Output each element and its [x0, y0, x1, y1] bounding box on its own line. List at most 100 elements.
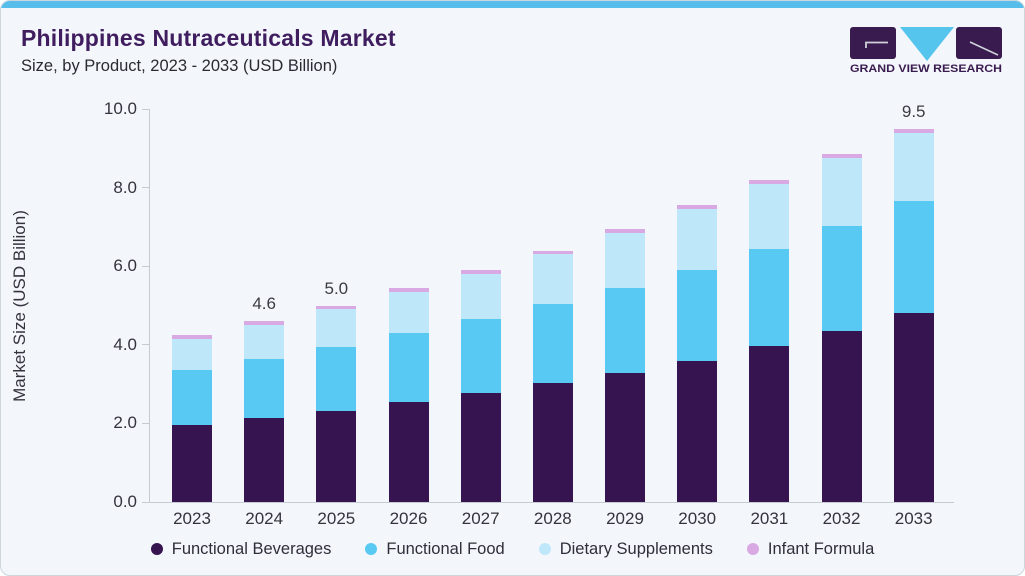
x-axis-label-2031: 2031: [750, 509, 789, 528]
legend-label-functional-food: Functional Food: [386, 539, 505, 558]
y-axis-tick-6.0: [142, 265, 150, 267]
stacked-bar-2029: [605, 228, 646, 502]
bar-segment-infant-formula-2028: [532, 250, 573, 255]
top-accent-bar: [1, 1, 1024, 8]
bar-segment-dietary-supplements-2032: [821, 158, 862, 227]
y-axis-tick-label-4.0: 4.0: [113, 334, 137, 354]
legend-dot-dietary-supplements: [538, 543, 551, 555]
y-axis-tick-4.0: [142, 344, 150, 346]
bar-segment-dietary-supplements-2023: [172, 338, 212, 370]
bar-segment-dietary-supplements-2028: [532, 254, 573, 305]
y-axis-title-text: Market Size (USD Billion): [10, 209, 30, 402]
stacked-bar-2028: [532, 250, 573, 502]
bar-segment-functional-beverages-2026: [388, 401, 429, 502]
legend: Functional Beverages Functional Food Dieta…: [1, 536, 1024, 562]
x-axis-label-2023: 2023: [173, 509, 211, 528]
y-axis-tick-8.0: [142, 187, 150, 189]
y-axis-tick-label-6.0: 6.0: [113, 256, 137, 276]
bar-segment-dietary-supplements-2025: [316, 309, 357, 347]
x-axis-label-2024: 2024: [245, 509, 284, 528]
bar-segment-infant-formula-2025: [316, 305, 357, 310]
bar-segment-functional-beverages-2029: [605, 373, 646, 502]
bar-segment-dietary-supplements-2026: [388, 291, 429, 334]
legend-item-infant-formula: Infant Formula: [746, 539, 875, 559]
bar-segment-functional-beverages-2028: [532, 382, 573, 502]
y-axis-title: Market Size (USD Billion): [2, 109, 38, 502]
x-axis-label-2027: 2027: [461, 509, 500, 528]
x-axis-label-2025: 2025: [317, 509, 356, 528]
legend-dot-infant-formula: [746, 543, 759, 555]
bar-segment-infant-formula-2031: [749, 179, 790, 184]
stacked-bar-2024: [244, 321, 285, 502]
stacked-bar-2025: [316, 305, 357, 502]
bar-segment-dietary-supplements-2024: [244, 325, 285, 359]
bar-segment-infant-formula-2032: [821, 154, 862, 159]
y-axis-tick-label-2.0: 2.0: [113, 413, 137, 433]
bar-segment-functional-beverages-2031: [749, 345, 790, 502]
bar-segment-infant-formula-2030: [677, 205, 718, 210]
stacked-bar-2031: [749, 179, 790, 502]
y-axis-tick-label-10.0: 10.0: [103, 99, 137, 118]
stacked-bar-2033: [893, 128, 934, 502]
bar-segment-dietary-supplements-2029: [605, 232, 646, 288]
bar-segment-functional-food-2026: [388, 333, 429, 402]
bar-segment-functional-food-2031: [749, 249, 790, 346]
bar-segment-functional-beverages-2024: [244, 418, 285, 502]
stacked-bar-2026: [388, 287, 429, 502]
bar-segment-functional-food-2029: [605, 287, 646, 374]
bar-segment-dietary-supplements-2030: [677, 209, 718, 271]
x-axis-label-2030: 2030: [678, 509, 717, 528]
y-axis-tick-2.0: [142, 422, 150, 424]
bar-segment-functional-beverages-2030: [677, 361, 718, 502]
bar-segment-functional-beverages-2023: [172, 425, 212, 502]
legend-dot-functional-beverages: [150, 543, 163, 555]
x-axis-label-2026: 2026: [389, 509, 428, 528]
bar-segment-infant-formula-2026: [388, 287, 429, 292]
page-title: Philippines Nutraceuticals Market: [21, 25, 396, 51]
bar-segment-functional-food-2027: [460, 319, 501, 393]
bar-segment-functional-food-2025: [316, 346, 357, 411]
bar-segment-dietary-supplements-2031: [749, 183, 790, 250]
page-subtitle: Size, by Product, 2023 - 2033 (USD Billi…: [21, 57, 338, 75]
legend-label-dietary-supplements: Dietary Supplements: [559, 539, 713, 558]
bar-segment-functional-food-2024: [244, 358, 285, 419]
bar-segment-functional-beverages-2033: [893, 312, 934, 502]
y-axis-tick-label-0.0: 0.0: [113, 492, 137, 511]
bar-total-label-2033: 9.5: [901, 101, 926, 121]
legend-item-dietary-supplements: Dietary Supplements: [538, 539, 713, 559]
legend-label-infant-formula: Infant Formula: [767, 539, 875, 558]
bar-segment-functional-food-2030: [677, 270, 718, 362]
stacked-bar-2032: [821, 154, 862, 502]
grand-view-research-logo: GRAND VIEW RESEARCH: [850, 27, 1002, 75]
bar-segment-infant-formula-2033: [893, 128, 934, 133]
bar-segment-dietary-supplements-2033: [893, 132, 934, 201]
bar-segment-functional-food-2032: [821, 226, 862, 331]
bar-segment-dietary-supplements-2027: [460, 274, 501, 320]
stacked-bar-2030: [677, 205, 718, 502]
bar-segment-functional-beverages-2027: [460, 392, 501, 502]
bar-segment-functional-food-2023: [172, 369, 212, 426]
legend-item-functional-food: Functional Food: [365, 539, 505, 559]
logo-v-triangle: [900, 27, 954, 61]
stacked-bar-2027: [460, 270, 501, 502]
y-axis-tick-label-8.0: 8.0: [113, 177, 137, 197]
bar-segment-functional-food-2028: [532, 304, 573, 383]
bar-segment-functional-beverages-2025: [316, 410, 357, 502]
legend-item-functional-beverages: Functional Beverages: [150, 539, 332, 559]
bar-segment-functional-food-2033: [893, 200, 934, 313]
x-axis-label-2028: 2028: [533, 509, 572, 528]
logo-g-mark: [865, 41, 888, 48]
x-axis-label-2032: 2032: [822, 509, 861, 528]
y-axis-tick-10.0: [142, 108, 150, 110]
bar-segment-functional-beverages-2032: [821, 330, 862, 502]
bar-segment-infant-formula-2023: [172, 335, 212, 339]
logo-r-mark: [969, 41, 999, 56]
x-axis-label-2029: 2029: [606, 509, 644, 528]
bar-segment-infant-formula-2029: [605, 228, 646, 233]
legend-label-functional-beverages: Functional Beverages: [171, 539, 332, 558]
bar-segment-infant-formula-2024: [244, 321, 285, 326]
stacked-bar-2023: [172, 335, 212, 502]
bar-total-label-2024: 4.6: [252, 294, 276, 314]
bar-segment-infant-formula-2027: [460, 270, 501, 275]
